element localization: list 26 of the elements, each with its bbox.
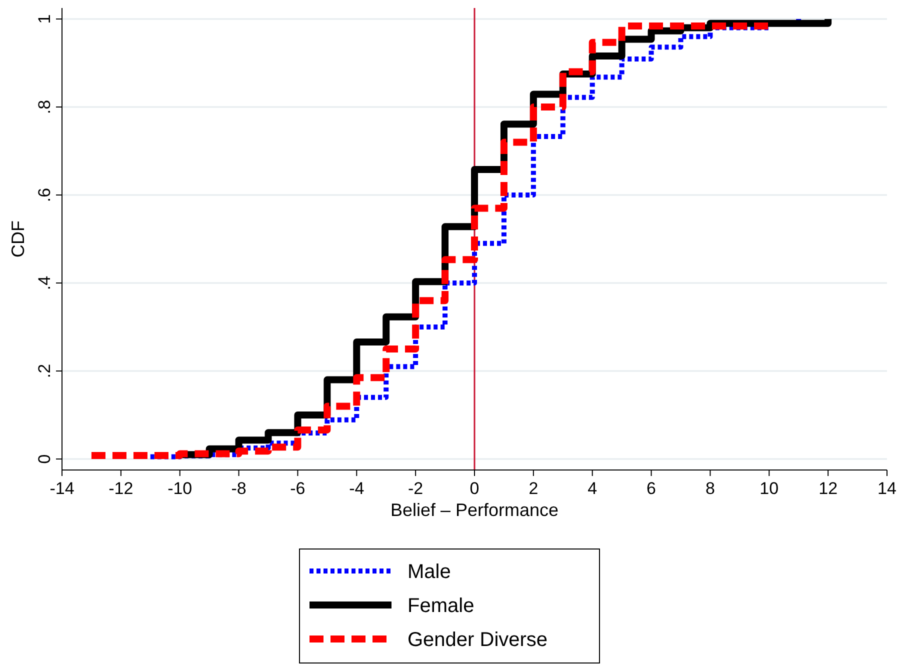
x-tick-label: -14 [50, 479, 74, 498]
x-tick-label: -4 [349, 479, 364, 498]
x-tick-label: 14 [878, 479, 896, 498]
x-tick-label: 10 [760, 479, 779, 498]
legend-label: Gender Diverse [408, 629, 548, 651]
x-tick-label: -2 [408, 479, 424, 498]
y-tick-label: 1 [35, 14, 54, 24]
legend-label: Male [408, 561, 451, 583]
x-tick-label: 8 [705, 479, 715, 498]
y-tick-label: .6 [35, 188, 54, 202]
x-tick-label: 12 [818, 479, 838, 498]
y-tick-label: 0 [35, 454, 54, 464]
x-axis-title: Belief – Performance [390, 500, 559, 520]
x-tick-label: 2 [528, 479, 538, 498]
y-tick-label: .8 [35, 100, 54, 114]
x-tick-label: 0 [470, 479, 480, 498]
x-tick-label: -8 [231, 479, 246, 498]
y-tick-label: .4 [35, 276, 54, 290]
x-tick-label: 6 [646, 479, 656, 498]
y-tick-label: .2 [35, 364, 54, 378]
x-tick-label: -6 [290, 479, 306, 498]
x-tick-label: 4 [588, 479, 598, 498]
legend-label: Female [408, 595, 474, 617]
y-axis-title: CDF [8, 220, 28, 258]
x-tick-label: -12 [108, 479, 134, 498]
x-tick-label: -10 [168, 479, 192, 498]
